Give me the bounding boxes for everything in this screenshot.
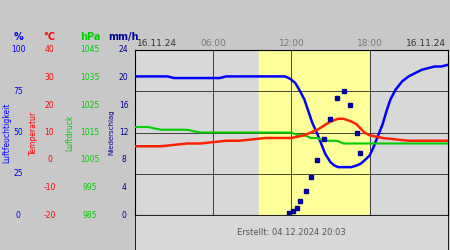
Text: 50: 50 <box>13 128 23 137</box>
Text: 0: 0 <box>16 210 20 220</box>
Text: 8: 8 <box>122 156 126 164</box>
Text: 20: 20 <box>45 100 54 110</box>
Bar <box>259 50 369 215</box>
Text: 16.11.24: 16.11.24 <box>137 38 177 48</box>
Text: 25: 25 <box>13 169 23 178</box>
Text: 1005: 1005 <box>80 156 100 164</box>
Text: 10: 10 <box>45 128 54 137</box>
Text: 100: 100 <box>11 46 25 54</box>
Text: 06:00: 06:00 <box>200 38 226 48</box>
Text: 20: 20 <box>119 73 129 82</box>
Text: hPa: hPa <box>80 32 100 42</box>
Text: Luftdruck: Luftdruck <box>65 114 74 151</box>
Text: 0: 0 <box>47 156 52 164</box>
Text: 40: 40 <box>45 46 54 54</box>
Text: -20: -20 <box>43 210 56 220</box>
Text: 0: 0 <box>122 210 126 220</box>
Text: 12:00: 12:00 <box>279 38 304 48</box>
Text: 18:00: 18:00 <box>356 38 382 48</box>
Text: 985: 985 <box>83 210 97 220</box>
Bar <box>369 50 448 215</box>
Text: Temperatur: Temperatur <box>29 110 38 154</box>
Text: Erstellt: 04.12.2024 20:03: Erstellt: 04.12.2024 20:03 <box>237 228 346 237</box>
Text: °C: °C <box>44 32 55 42</box>
Text: 1045: 1045 <box>80 46 100 54</box>
Text: mm/h: mm/h <box>108 32 139 42</box>
Text: 16: 16 <box>119 100 129 110</box>
Text: 30: 30 <box>45 73 54 82</box>
Text: Niederschlag: Niederschlag <box>108 110 115 155</box>
Text: 16.11.24: 16.11.24 <box>405 38 446 48</box>
Text: Luftfeuchtigkeit: Luftfeuchtigkeit <box>2 102 11 163</box>
Text: 995: 995 <box>83 183 97 192</box>
Bar <box>135 50 259 215</box>
Text: 24: 24 <box>119 46 129 54</box>
Text: 1015: 1015 <box>81 128 99 137</box>
Text: 1025: 1025 <box>81 100 99 110</box>
Text: -10: -10 <box>43 183 56 192</box>
Text: 12: 12 <box>119 128 129 137</box>
Text: 1035: 1035 <box>80 73 100 82</box>
Text: 4: 4 <box>122 183 126 192</box>
Text: 75: 75 <box>13 87 23 96</box>
Text: %: % <box>13 32 23 42</box>
